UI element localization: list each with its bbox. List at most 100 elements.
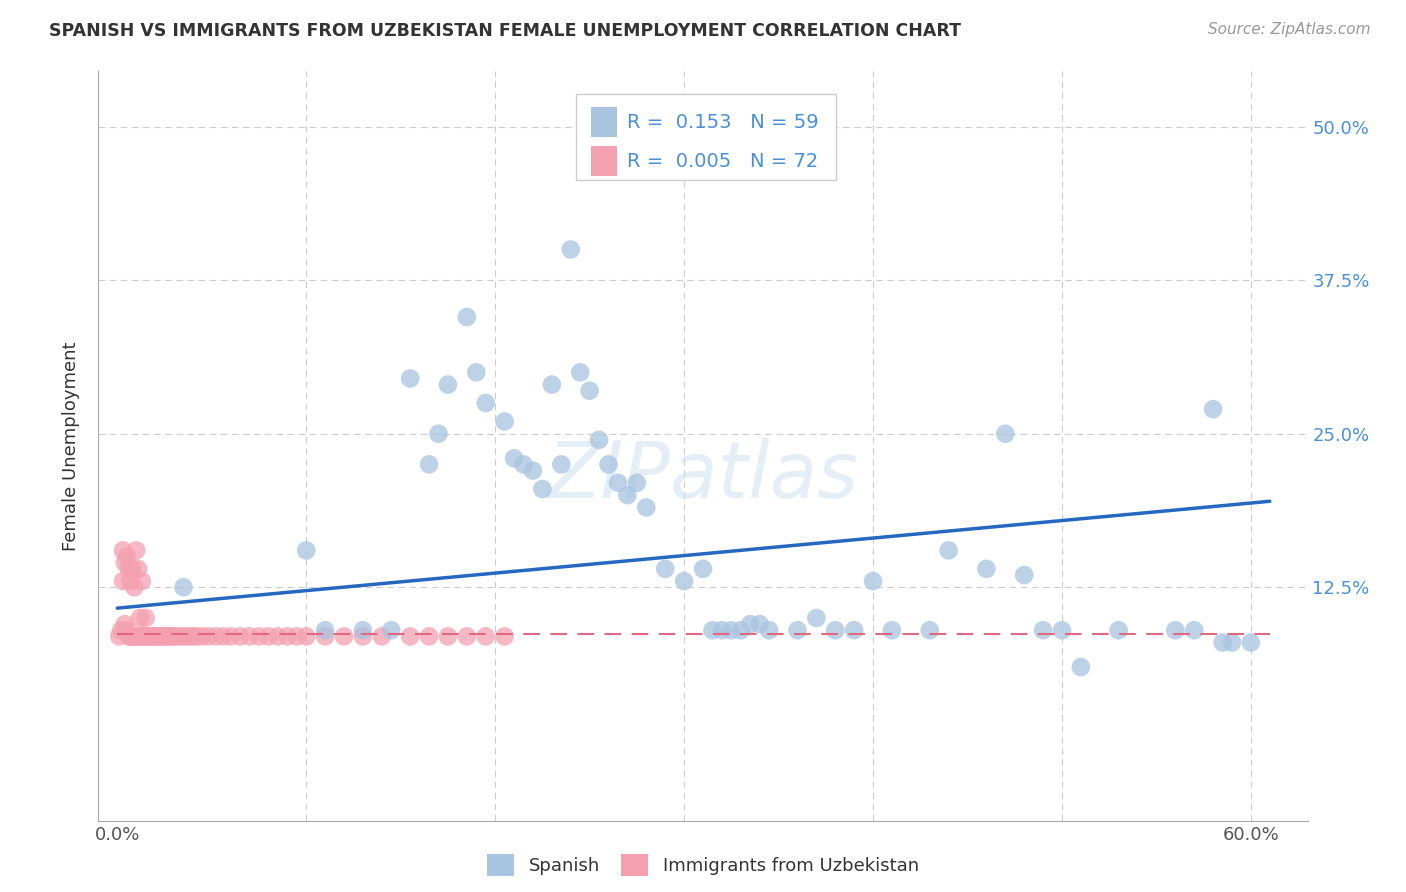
Point [170, 629, 193, 643]
Point [179, 629, 201, 643]
Point [257, 629, 280, 643]
Point [197, 629, 219, 643]
Point [125, 629, 148, 643]
Point [673, 574, 696, 588]
Y-axis label: Female Unemployment: Female Unemployment [62, 342, 80, 550]
Point [1032, 624, 1054, 638]
Point [720, 624, 742, 638]
Point [181, 629, 204, 643]
Point [124, 629, 146, 643]
Point [135, 611, 157, 625]
Point [456, 629, 478, 643]
Point [399, 629, 422, 643]
Point [418, 629, 440, 643]
Point [152, 629, 174, 643]
Point [127, 629, 149, 643]
Point [437, 377, 460, 392]
Point [229, 629, 252, 643]
Point [598, 458, 620, 472]
Point [120, 629, 142, 643]
Point [607, 475, 630, 490]
Point [1182, 624, 1205, 638]
Legend: Spanish, Immigrants from Uzbekistan: Spanish, Immigrants from Uzbekistan [479, 847, 927, 883]
Point [110, 624, 132, 638]
Point [111, 543, 134, 558]
Point [163, 629, 186, 643]
Point [247, 629, 270, 643]
Point [626, 475, 648, 490]
Point [862, 574, 884, 588]
Point [1240, 635, 1263, 649]
Text: R =  0.153   N = 59: R = 0.153 N = 59 [627, 112, 818, 132]
Point [418, 458, 440, 472]
Point [124, 580, 146, 594]
Point [111, 574, 134, 588]
Point [560, 243, 582, 257]
Point [186, 629, 208, 643]
Point [314, 624, 336, 638]
Point [141, 629, 163, 643]
Point [588, 433, 610, 447]
Point [136, 629, 159, 643]
Point [127, 562, 149, 576]
FancyBboxPatch shape [591, 146, 617, 177]
Point [239, 629, 262, 643]
Point [786, 624, 808, 638]
Point [219, 629, 242, 643]
Point [333, 629, 356, 643]
Point [994, 426, 1017, 441]
Text: Source: ZipAtlas.com: Source: ZipAtlas.com [1208, 22, 1371, 37]
Point [212, 629, 235, 643]
Point [131, 574, 153, 588]
FancyBboxPatch shape [591, 107, 617, 137]
Point [352, 629, 374, 643]
Point [131, 629, 153, 643]
Point [132, 629, 155, 643]
Point [121, 562, 143, 576]
Point [1202, 402, 1225, 417]
Point [531, 482, 554, 496]
Point [1070, 660, 1092, 674]
Point [494, 629, 516, 643]
Point [918, 624, 941, 638]
Point [465, 365, 488, 379]
Point [758, 624, 780, 638]
Point [824, 624, 846, 638]
Point [160, 629, 183, 643]
Point [710, 624, 733, 638]
Point [115, 624, 138, 638]
Point [149, 629, 172, 643]
Point [1220, 635, 1243, 649]
Point [153, 629, 176, 643]
Point [295, 543, 318, 558]
Point [844, 624, 866, 638]
Point [132, 629, 155, 643]
Point [121, 629, 143, 643]
Point [569, 365, 592, 379]
Point [314, 629, 336, 643]
Point [155, 629, 177, 643]
Point [267, 629, 290, 643]
Point [456, 310, 478, 324]
Point [494, 414, 516, 428]
Point [1012, 568, 1035, 582]
FancyBboxPatch shape [576, 94, 837, 180]
Point [550, 458, 572, 472]
Point [166, 629, 188, 643]
Point [129, 629, 152, 643]
Point [108, 629, 131, 643]
Point [352, 624, 374, 638]
Point [125, 543, 148, 558]
Point [295, 629, 318, 643]
Point [399, 371, 422, 385]
Point [512, 458, 534, 472]
Point [938, 543, 960, 558]
Point [474, 396, 496, 410]
Point [540, 377, 562, 392]
Point [114, 617, 136, 632]
Point [730, 624, 752, 638]
Point [118, 629, 141, 643]
Point [276, 629, 298, 643]
Point [806, 611, 828, 625]
Point [204, 629, 226, 643]
